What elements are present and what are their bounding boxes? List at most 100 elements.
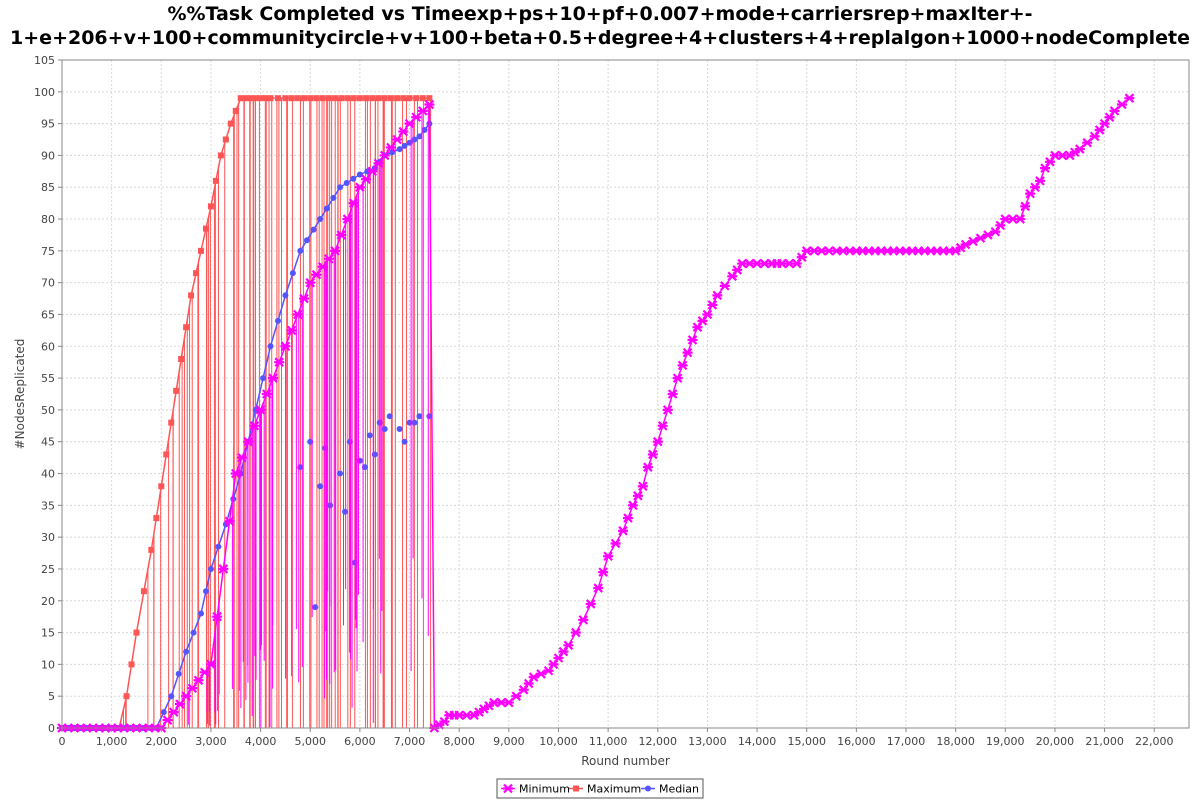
series-median-point <box>317 483 324 490</box>
series-maximum-point <box>188 292 195 299</box>
series-minimum-point <box>503 697 514 708</box>
series-median-point <box>421 126 428 133</box>
series-minimum-point <box>1020 201 1031 212</box>
series-maximum-point <box>426 95 433 102</box>
series-median-point <box>260 375 267 382</box>
legend-median-label: Median <box>659 783 699 796</box>
series-minimum-point <box>667 389 678 399</box>
series-minimum-point <box>305 277 316 288</box>
x-tick-label: 18,000 <box>936 735 975 748</box>
series-maximum-point <box>193 270 200 277</box>
series-minimum-point <box>218 564 229 574</box>
series-minimum-point <box>1116 99 1127 110</box>
legend-maximum-icon <box>573 785 579 792</box>
series-minimum-point <box>243 436 254 447</box>
series-maximum-point <box>148 546 155 553</box>
series-minimum-point <box>1109 106 1120 116</box>
series-minimum-point <box>323 254 334 264</box>
series-maximum-point <box>301 95 308 102</box>
series-maximum-point <box>406 95 413 102</box>
series-minimum-point <box>261 389 272 399</box>
y-tick-label: 35 <box>41 499 55 512</box>
series-maximum-point <box>232 107 239 114</box>
series-minimum-point <box>603 551 614 562</box>
series-minimum-point <box>379 150 390 161</box>
series-maximum-point <box>419 95 426 102</box>
series-maximum-point <box>274 95 281 102</box>
series-layer <box>57 93 1135 733</box>
series-maximum-point <box>217 152 224 159</box>
series-median-point <box>416 133 423 140</box>
plot-area <box>62 60 1189 728</box>
series-minimum-point <box>168 707 179 717</box>
series-maximum-point <box>282 95 289 102</box>
series-median-point <box>207 565 214 572</box>
y-tick-label: 105 <box>34 54 55 67</box>
series-minimum-point <box>570 627 581 638</box>
y-tick-label: 30 <box>41 531 55 544</box>
series-minimum-point <box>311 269 322 280</box>
series-minimum-point <box>424 99 435 110</box>
series-maximum-point <box>207 203 214 210</box>
series-median-point <box>330 194 337 201</box>
series-median-point <box>401 438 408 445</box>
series-maximum-point <box>394 95 401 102</box>
series-minimum-point <box>385 142 396 153</box>
series-minimum-point <box>657 421 668 431</box>
series-maximum-point <box>252 95 259 102</box>
series-minimum-point <box>563 640 574 651</box>
x-tick-label: 10,000 <box>539 735 578 748</box>
series-median-point <box>341 508 348 515</box>
series-median-point <box>312 604 319 611</box>
x-tick-label: 1,000 <box>96 735 128 748</box>
series-minimum-point <box>336 230 347 240</box>
x-tick-label: 5,000 <box>294 735 326 748</box>
series-minimum-point <box>1074 144 1085 154</box>
series-minimum-point <box>367 166 378 177</box>
series-minimum-point <box>354 182 365 193</box>
series-median-point <box>386 413 393 420</box>
legend-minimum-icon <box>503 783 513 794</box>
legend-box <box>496 778 704 799</box>
y-tick-label: 15 <box>41 627 55 640</box>
series-maximum-point <box>247 95 254 102</box>
series-maximum-point <box>237 95 244 102</box>
series-maximum-point <box>163 451 170 458</box>
series-maximum-point <box>183 324 190 331</box>
series-minimum-point <box>662 405 673 415</box>
series-maximum-point <box>325 95 332 102</box>
series-minimum-point <box>672 373 683 383</box>
series-minimum-point <box>292 309 303 320</box>
series-minimum-point <box>398 126 409 137</box>
series-minimum-point <box>1082 137 1093 148</box>
series-minimum-point <box>268 373 279 383</box>
series-maximum <box>59 95 433 731</box>
series-minimum-point <box>280 341 291 352</box>
series-minimum-point <box>1015 214 1026 224</box>
series-maximum-point <box>319 95 326 102</box>
series-minimum-point <box>642 462 653 472</box>
series-median-point <box>310 226 317 233</box>
y-tick-label: 25 <box>41 563 55 576</box>
series-minimum-point <box>361 174 372 185</box>
series-median-point <box>297 247 304 254</box>
y-tick-label: 55 <box>41 372 55 385</box>
y-tick-label: 60 <box>41 340 55 353</box>
series-maximum-point <box>400 95 407 102</box>
series-maximum-point <box>356 95 363 102</box>
series-minimum-point <box>199 667 210 678</box>
series-median-point <box>215 543 222 550</box>
y-tick-label: 80 <box>41 213 55 226</box>
series-median-point <box>416 413 423 420</box>
x-tick-label: 13,000 <box>688 735 727 748</box>
series-maximum-point <box>222 136 229 143</box>
series-median-point <box>274 317 281 324</box>
series-median-point <box>337 470 344 477</box>
series-minimum-point <box>618 526 629 536</box>
series-median-point <box>343 179 350 186</box>
series-minimum-point <box>707 300 718 310</box>
series-minimum-point <box>647 449 658 460</box>
series-median-point <box>396 146 403 153</box>
series-minimum-point <box>274 357 285 367</box>
series-maximum-point <box>267 95 274 102</box>
